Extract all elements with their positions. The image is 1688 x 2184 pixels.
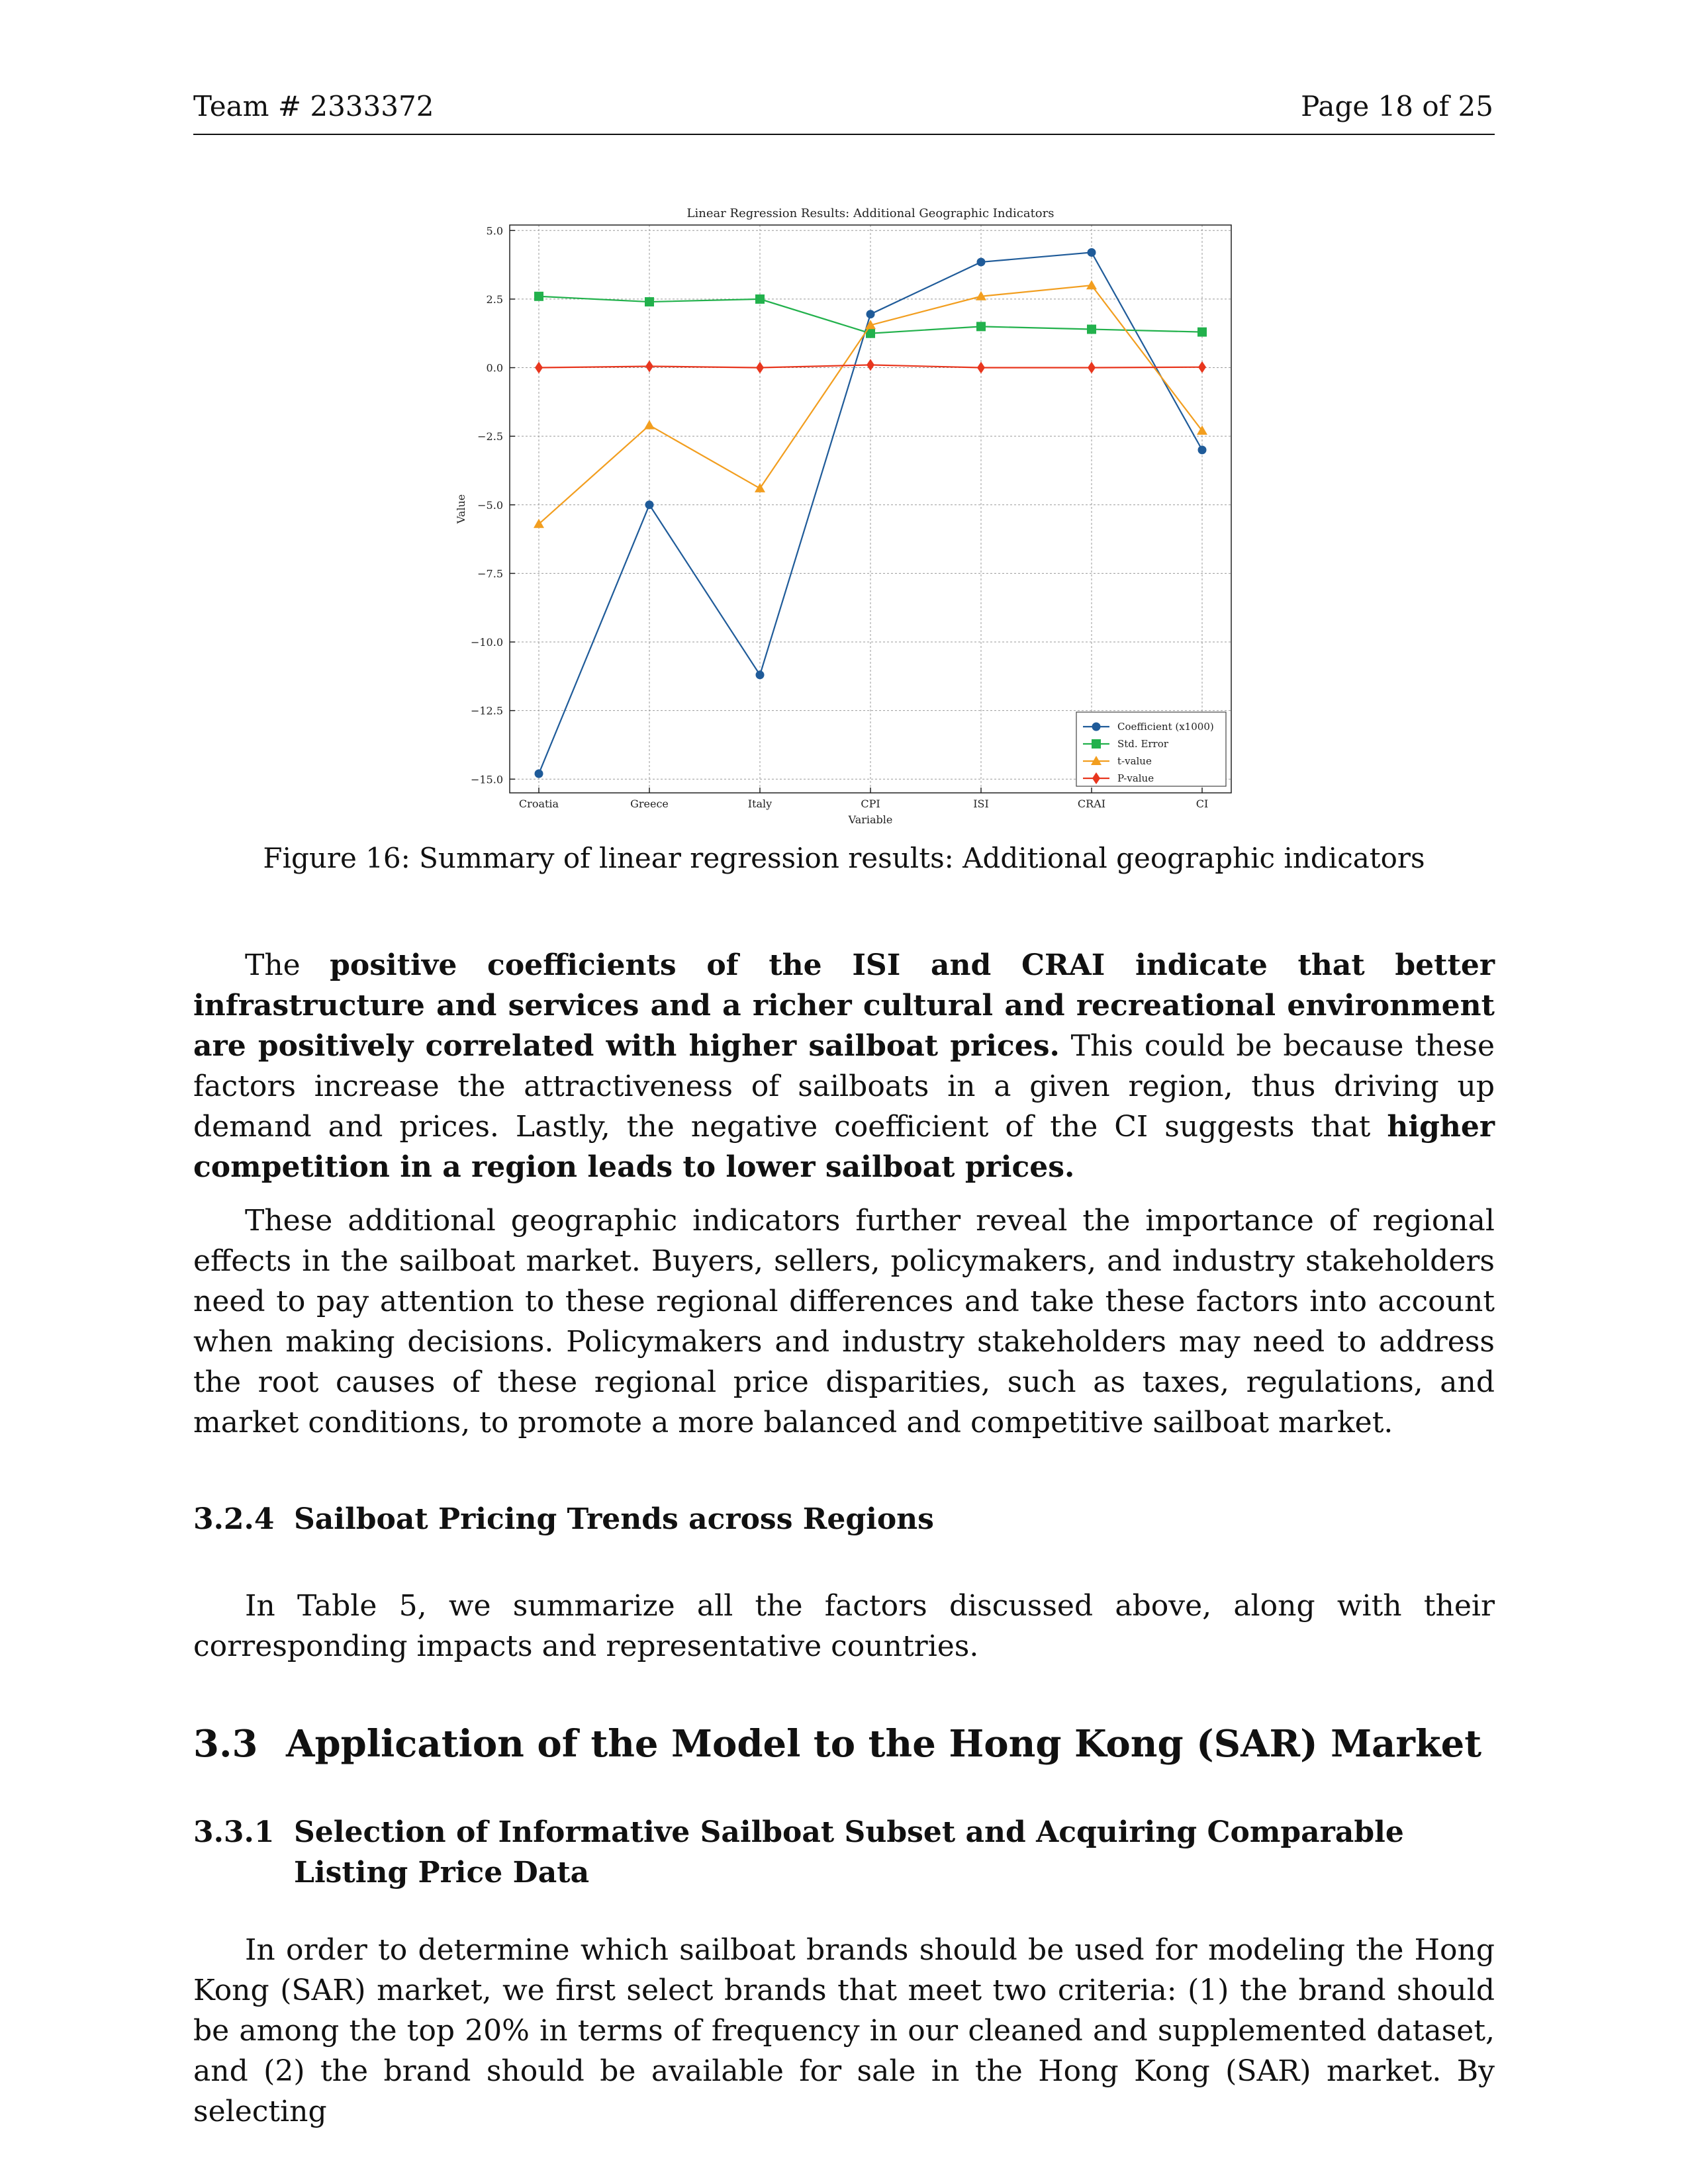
y-axis-label: Value	[455, 494, 467, 525]
data-point	[1088, 361, 1096, 374]
legend-label: t-value	[1117, 755, 1152, 767]
data-point	[1086, 280, 1097, 290]
data-point	[1197, 445, 1207, 455]
y-tick-label: −12.5	[471, 705, 503, 717]
x-tick-label: Croatia	[519, 797, 559, 810]
p1-text-a: The	[245, 948, 330, 982]
section-title: Selection of Informative Sailboat Subset…	[294, 1815, 1404, 1889]
data-point	[534, 518, 544, 528]
data-point	[976, 322, 986, 332]
y-tick-label: −2.5	[477, 430, 503, 443]
paragraph-table-5: In Table 5, we summarize all the factors…	[193, 1589, 1495, 1663]
paragraph-regional-effects: These additional geographic indicators f…	[193, 1204, 1495, 1439]
y-tick-label: 0.0	[487, 362, 503, 375]
section-3-3-1-heading: 3.3.1 Selection of Informative Sailboat S…	[193, 1812, 1511, 1893]
section-3-2-4-heading: 3.2.4 Sailboat Pricing Trends across Regi…	[193, 1502, 934, 1536]
data-point	[1087, 324, 1096, 334]
header-rule	[193, 134, 1495, 135]
section-title: Sailboat Pricing Trends across Regions	[294, 1502, 934, 1536]
y-tick-label: 2.5	[487, 293, 503, 306]
x-tick-label: Italy	[748, 797, 772, 810]
data-point	[866, 310, 875, 319]
x-tick-label: CRAI	[1078, 797, 1105, 810]
data-point	[535, 361, 543, 374]
legend-marker	[1091, 756, 1102, 765]
p1-bold-1: positive coefficients of the ISI and CRA…	[193, 948, 1495, 1063]
data-point	[645, 360, 653, 373]
plot-frame	[509, 224, 1232, 794]
legend-label: Coefficient (x1000)	[1117, 721, 1214, 733]
paragraph-coefficients: The positive coefficients of the ISI and…	[193, 945, 1495, 1187]
data-point	[977, 361, 985, 374]
data-point	[976, 291, 986, 300]
data-point	[1197, 327, 1207, 337]
legend-marker	[1092, 739, 1101, 749]
data-point	[755, 294, 765, 304]
data-point	[755, 482, 765, 492]
x-axis-label: Variable	[848, 813, 893, 826]
section-number: 3.3	[193, 1722, 258, 1766]
data-point	[756, 361, 764, 374]
header-page-number: Page 18 of 25	[1301, 90, 1493, 122]
data-point	[1198, 361, 1206, 373]
data-point	[865, 320, 876, 330]
y-tick-label: −5.0	[477, 499, 503, 512]
data-point	[976, 257, 986, 267]
y-tick-label: −15.0	[471, 773, 503, 786]
p1-text-c: This could be because these factors incr…	[193, 1029, 1495, 1144]
section-number: 3.2.4	[193, 1502, 275, 1536]
data-point	[1197, 425, 1207, 435]
x-tick-label: ISI	[973, 797, 989, 810]
data-point	[1087, 248, 1096, 257]
y-tick-label: 5.0	[487, 224, 503, 237]
section-3-3-heading: 3.3 Application of the Model to the Hong …	[193, 1722, 1481, 1766]
section-number: 3.3.1	[193, 1815, 275, 1849]
y-tick-label: −10.0	[471, 636, 503, 649]
legend-box	[1076, 711, 1227, 787]
data-point	[866, 328, 875, 338]
x-tick-label: CPI	[861, 797, 880, 810]
data-point	[645, 500, 654, 510]
data-point	[644, 420, 655, 430]
data-point	[534, 769, 543, 778]
figure-caption: Figure 16: Summary of linear regression …	[263, 842, 1425, 874]
paragraph-brand-selection: In order to determine which sailboat bra…	[193, 1933, 1495, 2128]
p1-bold-2: higher competition in a region leads to …	[193, 1110, 1495, 1184]
legend-marker	[1092, 772, 1100, 784]
data-point	[645, 297, 654, 307]
y-tick-label: −7.5	[477, 567, 503, 580]
x-tick-label: Greece	[630, 797, 669, 810]
data-point	[534, 291, 543, 301]
header-team: Team # 2333372	[193, 90, 434, 122]
section-title: Application of the Model to the Hong Kon…	[286, 1722, 1482, 1766]
regression-line-chart: Linear Regression Results: Additional Ge…	[455, 206, 1232, 826]
x-tick-label: CI	[1196, 797, 1209, 810]
figure-16: Linear Regression Results: Additional Ge…	[410, 199, 1244, 834]
data-point	[867, 359, 874, 371]
data-point	[755, 670, 765, 680]
legend-label: P-value	[1117, 772, 1154, 784]
legend-label: Std. Error	[1117, 738, 1169, 750]
legend-marker	[1092, 722, 1101, 731]
chart-title: Linear Regression Results: Additional Ge…	[687, 206, 1055, 220]
